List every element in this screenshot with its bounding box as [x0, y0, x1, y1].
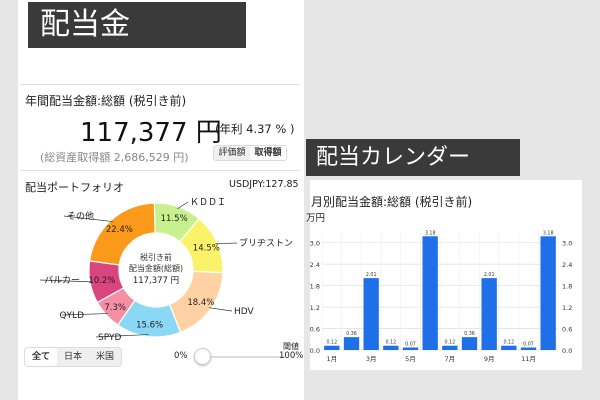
monthly-unit-label: 万円 [306, 213, 326, 224]
threshold-label: 閾値 [283, 342, 299, 351]
x-tick-label: 7月 [445, 355, 456, 363]
usdjpy-rate: USDJPY:127.85 [229, 179, 299, 190]
divider [20, 170, 300, 171]
month-bar[interactable] [343, 337, 360, 350]
donut-slice-percent: 10.2% [88, 276, 115, 286]
donut-leader-line [39, 279, 93, 283]
month-bar[interactable] [501, 345, 517, 350]
donut-center-amount: 117,377 円 [133, 276, 179, 286]
donut-leader-line [208, 307, 233, 312]
divider [20, 84, 300, 85]
bar-value-label: 0.07 [405, 341, 416, 347]
x-tick-label: 11月 [521, 355, 536, 363]
valuation-basis-toggle[interactable]: 評価額 取得額 [213, 145, 287, 161]
toggle-acquisition[interactable]: 取得額 [250, 146, 286, 160]
month-bar[interactable] [442, 345, 458, 350]
monthly-dividend-bar-chart: 0.12 0.36 2.01 0.12 0.07 3.18 0.12 0.36 2.01 0.12… [310, 230, 573, 363]
threshold-max-label: 100% [279, 351, 304, 361]
y-tick-label-left: 1.2 [310, 304, 320, 312]
bar-value-label: 0.07 [523, 341, 534, 347]
month-bar[interactable] [383, 345, 399, 350]
donut-leader-line [63, 215, 113, 222]
annual-yield: (年利 4.37 % ) [215, 122, 295, 136]
y-tick-label-right: 1.8 [562, 283, 572, 291]
month-bar[interactable] [520, 347, 537, 350]
donut-slice-percent: 7.3% [104, 303, 126, 313]
bar-value-label: 2.01 [366, 272, 377, 278]
region-japan-tab[interactable]: 日本 [63, 352, 82, 362]
bar-value-label: 3.18 [543, 230, 554, 236]
y-tick-label-right: 1.2 [562, 304, 572, 312]
donut-slice-label: SPYD [98, 333, 121, 343]
month-bar[interactable] [481, 278, 497, 350]
y-tick-label-right: 0.0 [562, 347, 572, 355]
donut-leader-line [95, 334, 149, 338]
donut-center-line1: 税引き前 [140, 252, 172, 262]
donut-slice-label: HDV [234, 307, 255, 317]
month-bar[interactable] [461, 337, 478, 350]
donut-slice-label: ブリヂストン [239, 237, 293, 249]
month-bar[interactable] [422, 236, 438, 350]
month-bar[interactable] [402, 347, 419, 350]
y-tick-label-left: 0.6 [310, 326, 320, 334]
y-tick-label-left: 0.0 [310, 347, 320, 355]
donut-leader-line [215, 242, 238, 245]
month-bar[interactable] [363, 278, 379, 350]
threshold-slider-handle[interactable] [194, 348, 211, 365]
monthly-dividend-title: 月別配当金額:総額 (税引き前) [311, 195, 473, 209]
donut-slice-label: その他 [67, 210, 94, 222]
x-tick-label: 5月 [405, 355, 416, 363]
x-tick-label: 3月 [366, 355, 377, 363]
donut-slice-percent: 22.4% [106, 225, 133, 235]
donut-slice-percent: 15.6% [136, 321, 163, 331]
bar-value-label: 0.12 [385, 340, 396, 346]
x-tick-label: 1月 [327, 355, 338, 363]
donut-center-line2: 配当金額(総額) [129, 263, 183, 273]
dividend-banner: 配当金 [28, 2, 246, 48]
donut-slice-label: QYLD [59, 311, 84, 321]
threshold-min-label: 0% [174, 351, 188, 361]
annual-dividend-label: 年間配当金額:総額 (税引き前) [25, 94, 187, 108]
region-filter[interactable]: 全て 日本 米国 [24, 347, 122, 367]
annual-dividend-amount: 117,377 円 [80, 118, 222, 148]
y-tick-label-left: 3.0 [310, 240, 320, 248]
threshold-slider-track[interactable] [200, 356, 285, 358]
x-tick-label: 9月 [484, 355, 495, 363]
y-tick-label-right: 2.4 [562, 261, 572, 269]
donut-slice-label: バルカー [44, 275, 80, 286]
dividend-portfolio-donut-chart: 11.5%ＫＤＤＩ 14.5% ブリヂストン 18.4% HDV 15.6% SPYD 7.3… [39, 198, 293, 343]
donut-slice-percent: 11.5% [161, 214, 188, 224]
bar-value-label: 0.12 [503, 340, 514, 346]
bar-value-label: 0.36 [464, 331, 475, 337]
calendar-banner: 配当カレンダー [306, 139, 520, 176]
donut-leader-line [61, 313, 108, 316]
bar-value-label: 2.01 [484, 272, 495, 278]
donut-slice-percent: 14.5% [193, 244, 220, 254]
y-tick-label-right: 0.6 [562, 326, 572, 334]
month-bar[interactable] [540, 236, 556, 350]
y-tick-label-right: 3.0 [562, 240, 572, 248]
region-all-tab[interactable]: 全て [25, 348, 57, 366]
donut-slice-label: ＫＤＤＩ [190, 198, 226, 208]
donut-leader-line [177, 201, 189, 209]
total-acquisition-amount: (総資産取得額 2,686,529 円) [40, 151, 189, 164]
portfolio-title: 配当ポートフォリオ [25, 181, 124, 194]
donut-slice-percent: 18.4% [187, 298, 214, 308]
bar-value-label: 0.12 [326, 340, 337, 346]
bar-value-label: 0.36 [346, 331, 357, 337]
donut-slice[interactable] [88, 202, 156, 266]
region-us-tab[interactable]: 米国 [95, 352, 114, 362]
toggle-valuation[interactable]: 評価額 [218, 148, 246, 158]
month-bar[interactable] [324, 345, 340, 350]
y-tick-label-left: 1.8 [310, 283, 320, 291]
bar-value-label: 0.12 [444, 340, 455, 346]
y-tick-label-left: 2.4 [310, 261, 320, 269]
bar-value-label: 3.18 [425, 230, 436, 236]
